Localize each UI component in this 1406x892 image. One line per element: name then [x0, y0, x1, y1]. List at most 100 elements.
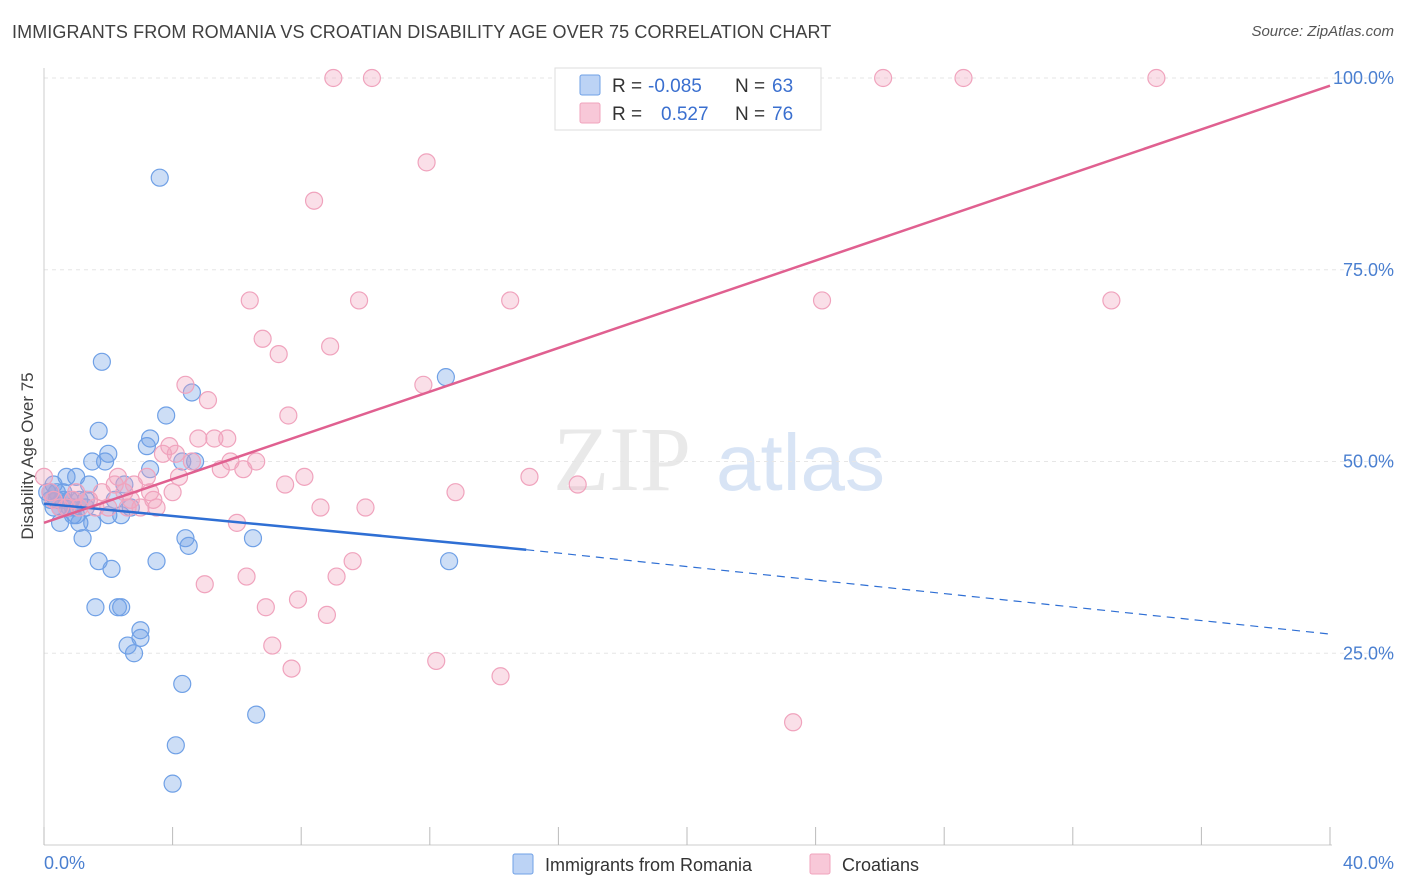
romania-point: [166, 736, 185, 755]
croatian-point: [324, 68, 343, 88]
watermark-atlas: atlas: [716, 418, 885, 507]
y-tick-label: 25.0%: [1343, 643, 1394, 663]
croatian-point: [491, 667, 510, 686]
croatian-point: [311, 498, 330, 517]
stats-n-value-croatians: 76: [772, 104, 793, 125]
stats-r-value-croatians: 0.527: [661, 104, 709, 125]
stats-box: R = -0.085 N = 63 R = 0.527 N = 76: [554, 67, 822, 131]
croatian-point: [288, 590, 308, 609]
y-tick-labels: 25.0% 50.0% 75.0% 100.0%: [1333, 68, 1394, 663]
watermark-zip: ZIP: [553, 408, 691, 510]
romania-point: [163, 774, 182, 793]
croatian-point: [218, 429, 237, 448]
stats-r-value-romania: -0.085: [648, 76, 702, 97]
croatian-point: [304, 191, 324, 210]
romania-point: [73, 529, 92, 548]
romania-point: [131, 621, 150, 640]
romania-point: [92, 352, 111, 371]
croatian-point: [279, 406, 298, 425]
y-tick-label: 100.0%: [1333, 68, 1394, 88]
romania-point: [247, 705, 266, 724]
series-croatians-points: [34, 68, 1166, 732]
croatian-point: [189, 429, 208, 448]
romania-point: [112, 598, 131, 617]
y-tick-label: 50.0%: [1343, 452, 1394, 472]
romania-point: [150, 168, 169, 187]
croatian-point: [317, 605, 337, 625]
croatian-point: [269, 345, 288, 364]
romania-point: [86, 598, 105, 617]
croatian-point: [237, 567, 256, 586]
croatian-point: [356, 498, 375, 517]
y-axis-label: Disability Age Over 75: [18, 372, 37, 539]
croatian-point: [253, 329, 272, 348]
croatian-point: [195, 575, 214, 594]
croatian-point: [501, 291, 520, 310]
croatian-point: [108, 467, 128, 486]
croatian-point: [163, 483, 182, 502]
croatian-point: [446, 483, 465, 502]
croatian-point: [427, 651, 446, 671]
croatian-point: [874, 68, 893, 88]
romania-point: [140, 429, 160, 448]
romania-point: [89, 421, 108, 440]
romania-point: [57, 467, 76, 486]
trend-line-romania: [43, 502, 527, 551]
croatian-point: [520, 467, 539, 486]
croatian-point: [240, 291, 259, 310]
x-ticks: [43, 827, 1331, 845]
croatian-point: [417, 153, 436, 172]
croatian-point: [1147, 68, 1166, 88]
romania-point: [124, 644, 144, 663]
chart-title: IMMIGRANTS FROM ROMANIA VS CROATIAN DISA…: [12, 22, 832, 42]
croatian-point: [568, 475, 587, 494]
trend-lines: [43, 84, 1331, 635]
croatian-point: [247, 452, 266, 471]
stats-r-label-croatians: R =: [612, 104, 642, 125]
croatian-point: [1102, 291, 1121, 310]
series-romania-points: [38, 168, 459, 793]
legend-swatch-croatians[interactable]: [809, 853, 831, 875]
stats-swatch-croatians: [579, 102, 601, 124]
stats-n-value-romania: 63: [772, 76, 793, 97]
croatian-point: [282, 659, 301, 678]
croatian-point: [276, 475, 295, 494]
stats-n-label-croatians: N =: [735, 104, 765, 125]
romania-point: [83, 513, 102, 532]
legend-label-romania[interactable]: Immigrants from Romania: [545, 855, 753, 875]
romania-point: [157, 406, 176, 425]
gridlines: [44, 77, 1392, 654]
croatian-point: [34, 467, 54, 486]
croatian-point: [321, 337, 340, 356]
croatian-point: [327, 567, 346, 586]
croatian-point: [67, 483, 86, 502]
romania-point: [243, 529, 263, 548]
romania-point: [102, 559, 121, 578]
croatian-point: [198, 391, 218, 410]
romania-point: [99, 444, 118, 463]
x-tick-label-min: 0.0%: [44, 853, 85, 873]
romania-point: [173, 674, 192, 694]
croatian-point: [954, 68, 973, 88]
croatian-point: [783, 713, 803, 732]
stats-n-label-romania: N =: [735, 76, 765, 97]
x-tick-label-max: 40.0%: [1343, 853, 1394, 873]
legend-swatch-romania[interactable]: [512, 853, 534, 875]
croatian-point: [349, 291, 369, 310]
croatian-point: [343, 552, 362, 571]
croatian-point: [362, 68, 382, 88]
romania-point: [147, 552, 166, 571]
croatian-point: [166, 444, 185, 463]
croatian-point: [182, 452, 201, 471]
romania-point: [439, 552, 459, 571]
trend-line-croatians: [43, 84, 1331, 525]
croatian-point: [137, 467, 156, 486]
trend-line-romania-extrapolated: [526, 549, 1331, 635]
romania-point: [83, 452, 102, 471]
source-credit: Source: ZipAtlas.com: [1251, 23, 1394, 40]
croatian-point: [812, 291, 832, 310]
romania-point: [179, 536, 198, 555]
legend-label-croatians[interactable]: Croatians: [842, 855, 919, 875]
croatian-point: [256, 598, 275, 617]
